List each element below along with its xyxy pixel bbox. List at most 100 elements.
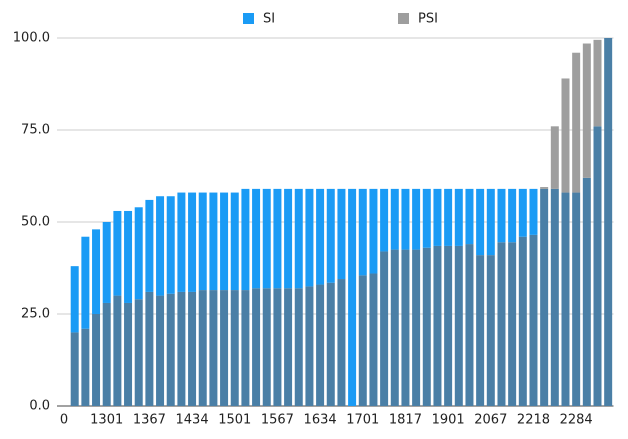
- bar-segment: [326, 188, 335, 283]
- bar-segment: [177, 291, 186, 406]
- bar-segment: [582, 43, 591, 178]
- bar-segment: [604, 38, 613, 406]
- bar-segment: [465, 244, 474, 406]
- bar-segment: [262, 188, 271, 289]
- bar-segment: [337, 279, 346, 406]
- bar-segment: [177, 192, 186, 292]
- bar-segment: [401, 249, 410, 406]
- bar-segment: [412, 188, 421, 250]
- x-tick-label: 1901: [432, 413, 465, 428]
- bar-segment: [412, 249, 421, 406]
- legend-label: SI: [263, 12, 275, 27]
- bar-segment: [209, 192, 218, 291]
- bar-segment: [92, 314, 101, 406]
- bar-segment: [508, 242, 517, 406]
- x-tick-label: 2067: [474, 413, 507, 428]
- x-tick-label: 1367: [133, 413, 166, 428]
- y-tick-label: 25.0: [21, 307, 50, 322]
- bar-segment: [561, 192, 570, 406]
- bar-segment: [422, 188, 431, 248]
- bar-segment: [273, 288, 282, 406]
- bar-segment: [572, 52, 581, 193]
- bar-segment: [337, 188, 346, 280]
- bar-segment: [540, 187, 549, 189]
- bar-segment: [444, 245, 453, 406]
- bar-segment: [262, 288, 271, 406]
- bar-segment: [561, 78, 570, 193]
- bar-segment: [145, 199, 154, 292]
- bar-segment: [433, 245, 442, 406]
- x-tick-label: 1634: [304, 413, 337, 428]
- bar-segment: [70, 332, 79, 406]
- bar-segment: [358, 188, 367, 276]
- bar-segment: [166, 196, 175, 294]
- bar-segment: [497, 188, 506, 243]
- bar-segment: [518, 236, 527, 406]
- bar-segment: [252, 188, 261, 289]
- bar-segment: [529, 234, 538, 406]
- x-tick-label: 2218: [517, 413, 550, 428]
- bar-segment: [550, 126, 559, 189]
- y-tick-label: 0.0: [29, 399, 50, 414]
- bar-segment: [518, 188, 527, 237]
- bar-segment: [284, 188, 293, 289]
- bar-segment: [444, 188, 453, 246]
- bar-segment: [380, 251, 389, 406]
- bar-segment: [316, 284, 325, 406]
- bar-segment: [92, 229, 101, 314]
- y-tick-label: 75.0: [21, 123, 50, 138]
- x-tick-label: 1817: [389, 413, 422, 428]
- bar-segment: [476, 255, 485, 406]
- bar-segment: [572, 192, 581, 406]
- x-tick-label: 1301: [90, 413, 123, 428]
- bar-segment: [230, 290, 239, 406]
- bar-segment: [124, 210, 133, 303]
- bar-segment: [113, 210, 122, 296]
- bar-segment: [358, 275, 367, 406]
- bar-segment: [540, 188, 549, 406]
- bar-segment: [401, 188, 410, 250]
- bar-segment: [454, 188, 463, 246]
- bar-segment: [124, 302, 133, 406]
- bar-segment: [156, 295, 165, 406]
- bar-segment: [145, 291, 154, 406]
- bar-segment: [241, 188, 250, 291]
- bar-segment: [486, 188, 495, 256]
- bar-segment: [390, 188, 399, 250]
- y-tick-label: 100.0: [13, 31, 50, 46]
- bar-segment: [241, 290, 250, 406]
- bar-segment: [529, 188, 538, 235]
- bar-segment: [209, 290, 218, 406]
- bar-segment: [465, 188, 474, 245]
- bar-segment: [220, 290, 229, 406]
- legend-label: PSI: [418, 12, 438, 27]
- bar-segment: [220, 192, 229, 291]
- bar-segment: [70, 266, 79, 333]
- bar-segment: [305, 188, 314, 287]
- bar-segment: [433, 188, 442, 246]
- bar-segment: [422, 247, 431, 406]
- bar-segment: [380, 188, 389, 252]
- bar-segment: [81, 328, 90, 406]
- bar-segment: [476, 188, 485, 256]
- bar-segment: [593, 39, 602, 127]
- bar-segment: [134, 207, 143, 300]
- bar-segment: [166, 293, 175, 406]
- bar-segment: [497, 242, 506, 406]
- bar-segment: [369, 188, 378, 274]
- bar-segment: [113, 295, 122, 406]
- bar-segment: [508, 188, 517, 243]
- x-tick-label: 0: [60, 413, 68, 428]
- bar-segment: [273, 188, 282, 289]
- x-tick-label: 1434: [176, 413, 209, 428]
- bar-segment: [102, 222, 111, 303]
- x-tick-label: 1501: [218, 413, 251, 428]
- bar-segment: [198, 192, 207, 291]
- bar-segment: [454, 245, 463, 406]
- bar-segment: [188, 192, 197, 292]
- bar-segment: [593, 126, 602, 406]
- bar-segment: [486, 255, 495, 406]
- bar-segment: [156, 196, 165, 296]
- bar-segment: [348, 188, 357, 406]
